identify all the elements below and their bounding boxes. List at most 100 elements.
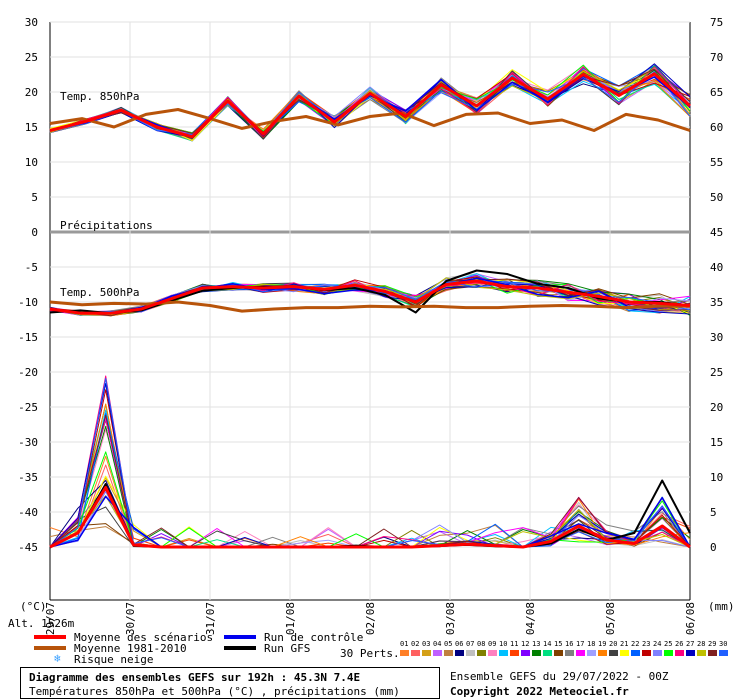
- copyright: Copyright 2022 Meteociel.fr: [450, 685, 629, 698]
- left-tick-label: 20: [25, 86, 38, 99]
- mean-t850-line: [49, 72, 692, 139]
- right-tick-label: 60: [710, 121, 723, 134]
- perturbation-color-box: [642, 650, 651, 656]
- perturbation-id: 02: [411, 640, 420, 648]
- x-tick-label: 06/08: [684, 602, 697, 635]
- chart-subtitle: Températures 850hPa et 500hPa (°C) , pré…: [29, 685, 400, 698]
- right-tick-label: 75: [710, 16, 723, 29]
- perturbation-color-box: [565, 650, 574, 656]
- annotation-t500: Temp. 500hPa: [60, 286, 139, 299]
- perturbation-id: 29: [708, 640, 717, 648]
- perturbation-id: 12: [521, 640, 530, 648]
- perturbation-color-box: [521, 650, 530, 656]
- x-tick-label: 04/08: [524, 602, 537, 635]
- perturbation-id: 23: [642, 640, 651, 648]
- perturbation-id: 10: [499, 640, 508, 648]
- left-tick-label: -15: [18, 331, 38, 344]
- perturbation-color-box: [653, 650, 662, 656]
- right-tick-label: 40: [710, 261, 723, 274]
- right-tick-label: 10: [710, 471, 723, 484]
- perturbation-t850-line: [49, 68, 691, 138]
- perturbation-id: 14: [543, 640, 552, 648]
- left-tick-label: -40: [18, 506, 38, 519]
- legend-swatch-control: [224, 635, 256, 639]
- chart-series: [49, 63, 692, 549]
- perturbation-color-box: [543, 650, 552, 656]
- perturbation-id: 25: [664, 640, 673, 648]
- perturbation-color-box: [697, 650, 706, 656]
- right-tick-label: 30: [710, 331, 723, 344]
- perturbation-id: 13: [532, 640, 541, 648]
- left-tick-label: 30: [25, 16, 38, 29]
- perturbation-id: 21: [620, 640, 629, 648]
- legend-control: Run de contrôle: [264, 631, 364, 644]
- right-tick-label: 35: [710, 296, 723, 309]
- perturbation-color-box: [433, 650, 442, 656]
- perturbation-id: 18: [587, 640, 596, 648]
- perturbation-color-box: [675, 650, 684, 656]
- legend-swatch-mean: [34, 635, 66, 639]
- x-tick-label: 31/07: [204, 602, 217, 635]
- perturbation-id: 28: [697, 640, 706, 648]
- perturbation-color-box: [587, 650, 596, 656]
- perturbation-color-box: [455, 650, 464, 656]
- perturbation-color-box: [510, 650, 519, 656]
- mean-precip-line: [49, 486, 691, 549]
- perturbation-id: 27: [686, 640, 695, 648]
- left-tick-label: 0: [31, 226, 38, 239]
- perturbation-id: 16: [565, 640, 574, 648]
- perturbation-precip-line: [49, 414, 691, 548]
- perturbation-id: 01: [400, 640, 409, 648]
- x-tick-label: 01/08: [284, 602, 297, 635]
- left-unit: (°C): [20, 600, 47, 613]
- perturbation-color-box: [620, 650, 629, 656]
- snowflake-icon: ❄: [54, 652, 61, 665]
- perturbation-color-box: [532, 650, 541, 656]
- perturbation-id: 26: [675, 640, 684, 648]
- left-tick-label: 25: [25, 51, 38, 64]
- perturbation-color-box: [477, 650, 486, 656]
- perturbation-id: 22: [631, 640, 640, 648]
- perturbation-id: 04: [433, 640, 442, 648]
- right-tick-label: 45: [710, 226, 723, 239]
- right-tick-label: 20: [710, 401, 723, 414]
- perturbation-color-box: [664, 650, 673, 656]
- perturbation-color-box: [488, 650, 497, 656]
- right-tick-label: 0: [710, 541, 717, 554]
- perturbation-id: 03: [422, 640, 431, 648]
- perturbation-color-box: [422, 650, 431, 656]
- legend-snow: Risque neige: [74, 653, 154, 666]
- perturbation-color-box: [466, 650, 475, 656]
- perturbation-color-box: [708, 650, 717, 656]
- perturbation-id: 20: [609, 640, 618, 648]
- legend-swatch-clim: [34, 646, 66, 650]
- right-tick-label: 70: [710, 51, 723, 64]
- left-tick-label: -5: [25, 261, 38, 274]
- right-tick-label: 65: [710, 86, 723, 99]
- perturbation-id: 05: [444, 640, 453, 648]
- perturbation-id: 06: [455, 640, 464, 648]
- chart-grid: [49, 21, 691, 601]
- annotation-t850: Temp. 850hPa: [60, 90, 139, 103]
- perturbation-id: 09: [488, 640, 497, 648]
- climatology-t850-line: [49, 108, 691, 132]
- perturbation-id: 19: [598, 640, 607, 648]
- right-tick-label: 50: [710, 191, 723, 204]
- left-tick-label: -30: [18, 436, 38, 449]
- perturbation-color-box: [400, 650, 409, 656]
- chart-title: Diagramme des ensembles GEFS sur 192h : …: [29, 671, 361, 684]
- perturbation-color-box: [411, 650, 420, 656]
- run-info: Ensemble GEFS du 29/07/2022 - 00Z: [450, 670, 669, 683]
- perturbation-id: 24: [653, 640, 662, 648]
- legend-mean: Moyenne des scénarios: [74, 631, 214, 644]
- left-tick-label: -35: [18, 471, 38, 484]
- perturbations-label: 30 Perts.: [340, 647, 400, 660]
- perturbation-color-box: [444, 650, 453, 656]
- altitude-label: Alt. 1526m: [8, 617, 75, 630]
- right-tick-label: 5: [710, 506, 717, 519]
- perturbation-id: 30: [719, 640, 728, 648]
- legend-clim: Moyenne 1981-2010: [74, 642, 187, 655]
- perturbation-color-box: [609, 650, 618, 656]
- left-tick-label: -25: [18, 401, 38, 414]
